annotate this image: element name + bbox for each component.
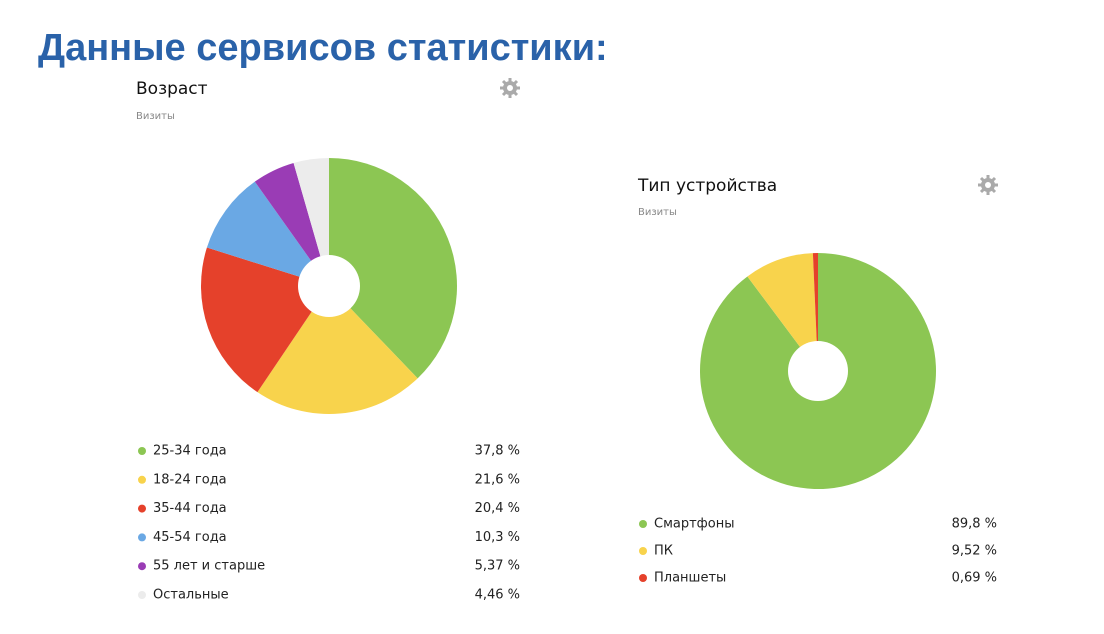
chart-subtitle: Визиты [638, 207, 677, 218]
legend-dot [138, 447, 146, 455]
pie-slice [254, 163, 329, 286]
legend-dot [138, 475, 146, 484]
donut-hole [788, 341, 848, 401]
donut-hole [298, 255, 360, 317]
value-label: 0,69 % [952, 571, 997, 586]
value-label: 89,8 % [952, 517, 997, 532]
legend-dot [639, 520, 647, 528]
value-label: 4,46 % [475, 588, 520, 603]
pie-slice [329, 158, 457, 379]
legend-dot [639, 547, 647, 555]
value-label: 37,8 % [475, 444, 520, 459]
legend-dot [138, 533, 146, 542]
legend-label: 55 лет и старше [153, 559, 265, 574]
legend-label: Смартфоны [654, 517, 735, 532]
value-label: 5,37 % [475, 559, 520, 574]
legend-label: ПК [654, 544, 673, 559]
legend-dot [138, 504, 146, 513]
settings-icon[interactable] [978, 175, 998, 195]
settings-icon[interactable] [500, 78, 520, 98]
pie-slice [200, 247, 329, 393]
legend-dot [639, 574, 647, 582]
legend-label: Планшеты [654, 571, 726, 586]
legend-label: 25-34 года [153, 444, 227, 459]
page-title: Данные сервисов статистики: [38, 27, 608, 69]
chart-title: Тип устройства [637, 176, 777, 196]
legend-label: Остальные [153, 588, 229, 603]
value-label: 9,52 % [952, 544, 997, 559]
pie-slice [747, 253, 818, 371]
value-label: 21,6 % [475, 472, 520, 487]
legend-label: 45-54 года [153, 530, 227, 545]
legend-dot [138, 562, 146, 571]
pie-slice [206, 181, 329, 286]
chart-title: Возраст [136, 79, 208, 99]
legend-label: 18-24 года [153, 472, 227, 487]
legend-label: 35-44 года [153, 501, 227, 516]
value-label: 10,3 % [475, 530, 520, 545]
value-label: 20,4 % [475, 501, 520, 516]
pie-slice [257, 286, 418, 414]
pie-slice [293, 158, 329, 286]
legend-dot [138, 591, 146, 599]
chart-subtitle: Визиты [136, 111, 175, 122]
